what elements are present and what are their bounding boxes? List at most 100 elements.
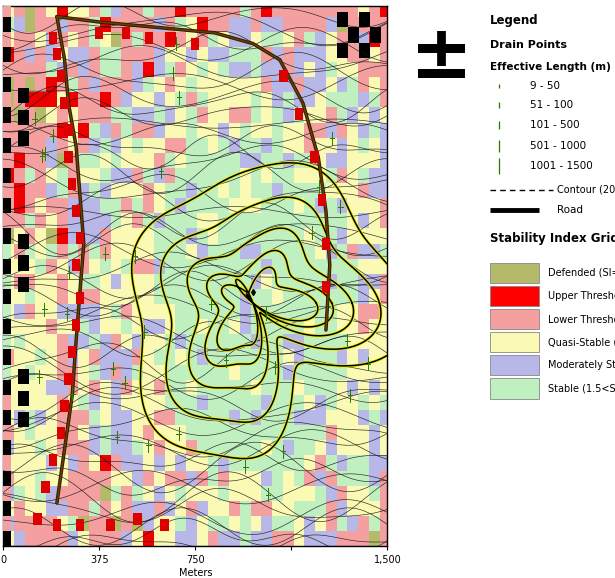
Bar [3, 259, 10, 274]
Bar [369, 32, 379, 47]
Bar [186, 62, 197, 77]
Bar [122, 259, 132, 274]
Bar [164, 334, 175, 350]
Bar [347, 243, 358, 259]
Bar [25, 243, 36, 259]
Bar [143, 2, 154, 17]
Bar [46, 62, 57, 77]
Bar [14, 334, 25, 350]
Bar [283, 455, 293, 470]
Bar [369, 531, 379, 546]
Bar [347, 425, 358, 440]
Bar [359, 12, 370, 27]
Bar [391, 243, 401, 259]
Bar [68, 410, 79, 425]
Bar [369, 2, 379, 17]
Bar [57, 334, 68, 350]
Bar [154, 153, 165, 168]
Bar [186, 334, 197, 350]
Bar [191, 38, 199, 50]
Bar [279, 70, 288, 82]
Bar [326, 62, 337, 77]
Text: Contour (20 m Interval): Contour (20 m Interval) [557, 184, 615, 195]
Bar [240, 501, 251, 516]
Bar [197, 350, 208, 365]
Bar [272, 531, 283, 546]
Bar [14, 2, 25, 17]
Bar [57, 62, 68, 77]
Bar [358, 531, 369, 546]
Bar [79, 2, 89, 17]
Bar [347, 365, 358, 380]
Bar [338, 43, 348, 58]
Bar [154, 168, 165, 183]
Bar [379, 334, 391, 350]
Bar [369, 289, 379, 304]
Bar [338, 12, 348, 27]
Bar [218, 123, 229, 138]
Bar [111, 501, 122, 516]
Bar [68, 213, 79, 228]
Bar [143, 213, 154, 228]
Bar [283, 62, 293, 77]
Bar [14, 365, 25, 380]
Bar [218, 138, 229, 153]
Bar [46, 32, 57, 47]
Bar [46, 516, 57, 531]
Bar [283, 92, 293, 108]
Bar [25, 486, 36, 501]
Bar [208, 108, 218, 123]
Bar [36, 470, 46, 486]
Bar [326, 77, 337, 92]
Bar [46, 395, 57, 410]
Bar [218, 108, 229, 123]
Bar [369, 501, 379, 516]
Bar [14, 274, 25, 289]
Bar [391, 2, 401, 17]
Bar [208, 2, 218, 17]
Bar [14, 198, 25, 213]
Bar [164, 350, 175, 365]
Bar [3, 17, 14, 32]
Bar [122, 365, 132, 380]
Bar [208, 486, 218, 501]
Bar [315, 0, 326, 2]
Bar [218, 501, 229, 516]
Bar [251, 168, 261, 183]
Bar [359, 43, 370, 58]
Bar [186, 501, 197, 516]
Bar [41, 481, 50, 492]
Bar [175, 470, 186, 486]
Bar [304, 138, 315, 153]
Bar [293, 380, 304, 395]
Bar [391, 62, 401, 77]
Bar [379, 274, 391, 289]
Bar [347, 108, 358, 123]
Bar [3, 410, 14, 425]
Bar [229, 410, 240, 425]
Bar [208, 304, 218, 319]
Bar [358, 304, 369, 319]
Bar [229, 32, 240, 47]
Bar [326, 470, 337, 486]
Bar [3, 501, 14, 516]
Bar [175, 259, 186, 274]
Bar [46, 2, 57, 17]
Bar [347, 138, 358, 153]
Bar [36, 319, 46, 334]
Bar [25, 153, 36, 168]
Bar [186, 77, 197, 92]
Bar [347, 62, 358, 77]
Bar [154, 47, 165, 62]
Bar [3, 138, 10, 153]
Bar [315, 138, 326, 153]
Bar [79, 455, 89, 470]
Bar [358, 77, 369, 92]
Bar [164, 470, 175, 486]
Bar [304, 516, 315, 531]
Bar [186, 470, 197, 486]
Bar [154, 319, 165, 334]
Bar [143, 274, 154, 289]
Bar [3, 0, 14, 2]
Bar [315, 410, 326, 425]
